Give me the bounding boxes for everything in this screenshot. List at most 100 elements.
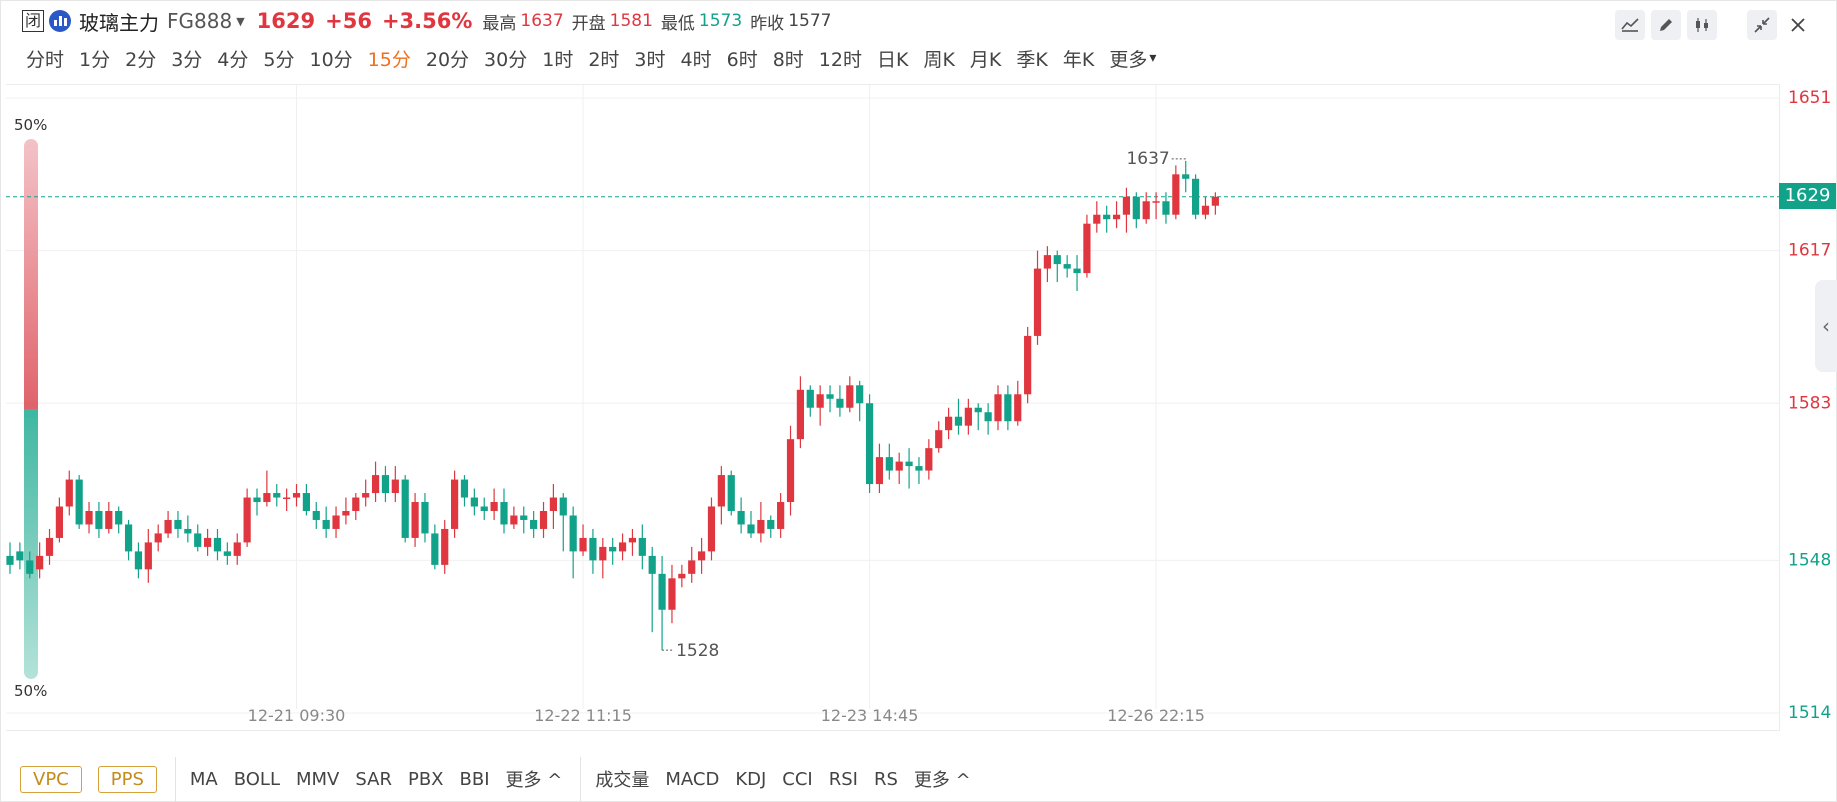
period-tab[interactable]: 4时: [680, 48, 712, 71]
candle-body: [875, 457, 884, 485]
candle: [915, 457, 923, 485]
candle-body: [648, 555, 656, 574]
candle-style-icon[interactable]: [1687, 10, 1717, 40]
close-icon[interactable]: [1783, 10, 1813, 40]
candle-body: [36, 555, 44, 570]
candle-body: [1211, 196, 1219, 206]
period-tab[interactable]: 年K: [1062, 48, 1095, 71]
candle: [875, 443, 884, 494]
main-indicator[interactable]: BOLL: [233, 768, 280, 790]
candle: [115, 506, 123, 534]
candle-body: [1024, 335, 1032, 395]
period-tab[interactable]: 季K: [1016, 48, 1048, 71]
sub-indicator[interactable]: 更多 ^: [913, 770, 971, 791]
sub-indicator[interactable]: RSI: [828, 768, 858, 790]
candle: [470, 488, 478, 516]
period-tab[interactable]: 1时: [542, 48, 574, 71]
y-tick-label: 1651: [1788, 88, 1831, 108]
candle-body: [678, 573, 686, 579]
candle: [1142, 192, 1150, 224]
period-tab[interactable]: 4分: [217, 48, 249, 71]
candle: [1182, 160, 1190, 193]
period-tab[interactable]: 6时: [726, 48, 758, 71]
last-price: 1629: [256, 9, 316, 33]
candle: [925, 439, 933, 480]
candle-body: [75, 479, 83, 525]
main-indicator[interactable]: MMV: [296, 768, 340, 790]
period-tab[interactable]: 1分: [79, 48, 111, 71]
candle-body: [95, 510, 103, 529]
sub-indicator[interactable]: RS: [874, 768, 898, 790]
side-panel-toggle[interactable]: ‹: [1815, 280, 1837, 372]
period-tab[interactable]: 12时: [818, 48, 862, 71]
period-tab[interactable]: 10分: [309, 48, 353, 71]
main-indicator[interactable]: PBX: [407, 768, 444, 790]
candle: [935, 421, 943, 453]
candle-body: [905, 461, 913, 467]
collapse-icon[interactable]: [1747, 10, 1777, 40]
candle-body: [786, 439, 795, 503]
y-tick-label: 1617: [1788, 241, 1831, 261]
candle: [134, 542, 143, 579]
sub-indicator[interactable]: 成交量: [595, 770, 650, 791]
candle: [451, 470, 459, 538]
main-indicator[interactable]: SAR: [355, 768, 392, 790]
candle: [569, 506, 577, 579]
period-tab[interactable]: 日K: [876, 48, 909, 71]
pen-icon[interactable]: [1651, 10, 1681, 40]
candle: [618, 533, 627, 561]
candle-body: [579, 537, 587, 552]
stat-value: 1581: [609, 11, 653, 31]
period-tab[interactable]: 8时: [772, 48, 804, 71]
indicator-toggle[interactable]: PPS: [97, 765, 157, 793]
line-tool-icon[interactable]: [1615, 10, 1645, 40]
candle: [539, 502, 548, 538]
candlestick-plot[interactable]: 50% 50% 1637 1528 12-21 09:30 12-22 11:15 12-2…: [6, 84, 1780, 731]
candle: [628, 528, 637, 556]
period-tab[interactable]: 15分: [367, 48, 411, 71]
period-tab[interactable]: 2时: [588, 48, 620, 71]
symbol-name[interactable]: 玻璃主力: [79, 10, 159, 35]
main-indicator[interactable]: 更多 ^: [505, 770, 563, 791]
indicator-toggle[interactable]: VPC: [20, 765, 82, 793]
candle-body: [1192, 178, 1200, 215]
chart-type-icon[interactable]: [49, 10, 71, 32]
sentiment-down-fill: [24, 409, 38, 679]
candle-body: [174, 519, 182, 529]
period-tab[interactable]: 月K: [969, 48, 1002, 71]
candle: [609, 537, 617, 565]
main-indicator[interactable]: BBI: [459, 768, 490, 790]
y-tick-label: 1583: [1788, 393, 1831, 413]
sub-indicator[interactable]: MACD: [665, 768, 720, 790]
candle: [707, 497, 716, 561]
candle: [26, 551, 34, 579]
sub-indicator[interactable]: CCI: [782, 768, 813, 790]
period-tab[interactable]: 20分: [425, 48, 470, 71]
candle: [648, 546, 656, 633]
candle-body: [1033, 268, 1042, 336]
candle: [253, 488, 261, 516]
main-indicator[interactable]: MA: [189, 768, 218, 790]
period-tab[interactable]: 更多: [1109, 48, 1148, 71]
candle-body: [480, 506, 488, 511]
candle: [283, 488, 291, 511]
candle: [549, 484, 557, 529]
candle: [332, 506, 340, 538]
symbol-code[interactable]: FG888: [167, 9, 233, 33]
candle-body: [609, 546, 617, 552]
period-tab[interactable]: 周K: [923, 48, 955, 71]
candle: [559, 493, 567, 552]
period-tab[interactable]: 2分: [125, 48, 157, 71]
candle: [1063, 255, 1071, 278]
sub-indicator[interactable]: KDJ: [735, 768, 767, 790]
candle: [490, 488, 498, 520]
candle-body: [55, 506, 63, 538]
period-tab[interactable]: 3时: [634, 48, 666, 71]
period-tab[interactable]: 5分: [263, 48, 295, 71]
period-tab[interactable]: 分时: [26, 48, 65, 71]
candle-body: [569, 515, 577, 552]
period-tab[interactable]: 30分: [484, 48, 528, 71]
period-tab[interactable]: 3分: [171, 48, 203, 71]
symbol-dropdown-icon[interactable]: ▼: [236, 14, 245, 28]
candle-body: [332, 515, 340, 529]
